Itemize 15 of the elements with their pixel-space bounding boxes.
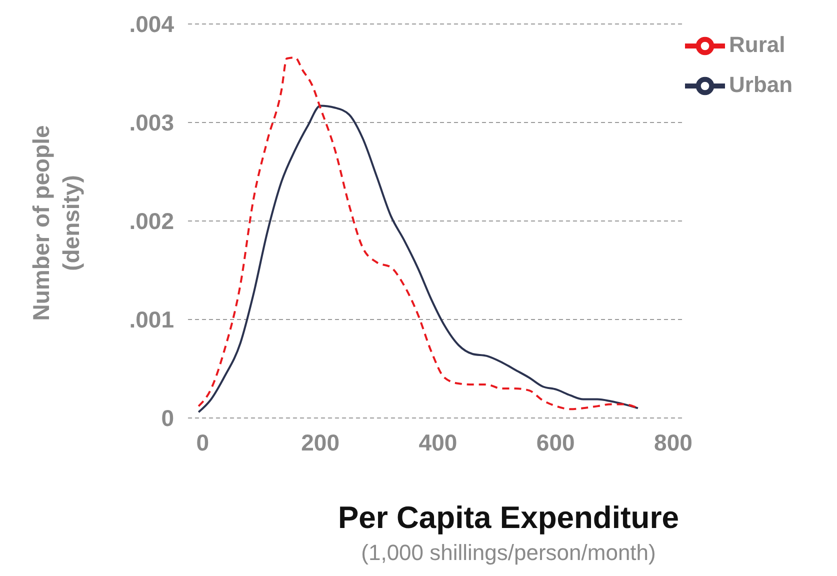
x-tick-label: 400 — [418, 429, 458, 456]
x-tick-label: 600 — [536, 429, 575, 456]
legend-label: Rural — [729, 32, 786, 57]
text: (1,000 shillings/person/month) — [360, 540, 657, 566]
y-tick-label: .001 — [129, 306, 174, 333]
y-tick-label: .004 — [129, 11, 174, 38]
legend-label: Urban — [729, 72, 793, 97]
x-tick-label: 800 — [654, 429, 692, 456]
y-tick-label: .003 — [129, 110, 174, 136]
y-tick-label: .002 — [129, 208, 174, 234]
x-tick-label: 200 — [301, 429, 340, 456]
x-axis-title: Per Capita Expenditure — [336, 500, 680, 536]
y-tick-label: 0 — [161, 405, 174, 432]
y-axis-title: Number of people (density) — [28, 125, 84, 321]
x-tick-label: 0 — [196, 429, 210, 456]
